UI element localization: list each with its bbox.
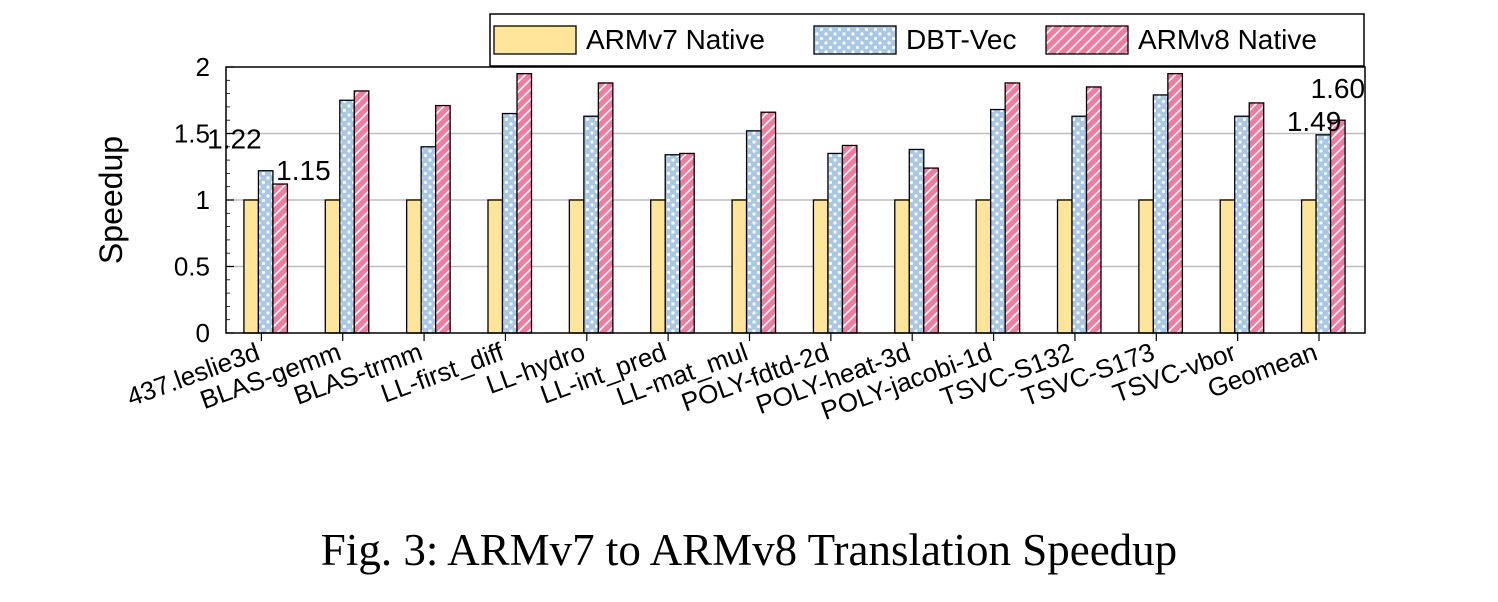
bar-dbt-vec: [1315, 134, 1332, 334]
legend-swatch: [493, 25, 577, 55]
data-label: 1.49: [1287, 106, 1342, 137]
bar-dbt-vec: [1152, 94, 1169, 334]
bar-armv7-native: [1138, 199, 1155, 334]
legend-box: [489, 13, 1365, 67]
bar-armv8-native: [1167, 73, 1184, 334]
bar-armv8-native: [353, 90, 370, 334]
bar-armv8-native: [1248, 102, 1265, 334]
bar-armv7-native: [487, 199, 504, 334]
bar-armv7-native: [243, 199, 260, 334]
legend-swatch: [1045, 25, 1129, 55]
bar-armv8-native: [841, 144, 858, 334]
bar-armv7-native: [568, 199, 585, 334]
bar-dbt-vec: [583, 115, 600, 334]
bar-armv8-native: [516, 73, 533, 334]
bar-armv8-native: [923, 167, 939, 334]
legend: ARMv7 Native DBT-Vec ARMv8 Native: [489, 13, 1365, 67]
y-tick-label: 0.5: [174, 252, 210, 282]
bar-armv7-native: [405, 199, 422, 334]
bar-dbt-vec: [664, 154, 681, 334]
data-labels: 1.22 1.15 1.491.60: [207, 73, 1365, 186]
data-label: 1.15: [276, 155, 331, 186]
figure-caption: Fig. 3: ARMv7 to ARMv8 Translation Speed…: [320, 525, 1178, 575]
legend-label: ARMv7 Native: [586, 24, 765, 55]
bar-armv8-native: [760, 111, 777, 334]
y-tick-label: 1.5: [174, 119, 210, 149]
bar-armv8-native: [1004, 82, 1021, 334]
legend-label: ARMv8 Native: [1138, 24, 1317, 55]
legend-label: DBT-Vec: [906, 24, 1016, 55]
bar-dbt-vec: [339, 99, 355, 334]
x-axis-ticks: 437.leslie3dBLAS-gemmBLAS-trmmLL-first_d…: [123, 333, 1321, 426]
grid-lines: [226, 132, 1365, 268]
bar-armv7-native: [731, 199, 748, 334]
legend-swatch: [813, 25, 897, 55]
bar-armv7-native: [812, 199, 829, 334]
y-tick-label: 1: [196, 185, 210, 215]
bar-armv8-native: [597, 82, 614, 334]
bar-armv8-native: [679, 152, 695, 334]
y-axis-label: Speedup: [93, 136, 129, 264]
bar-armv8-native: [1329, 119, 1346, 334]
bar-dbt-vec: [989, 108, 1006, 334]
bar-dbt-vec: [745, 130, 762, 334]
y-tick-label: 0: [196, 318, 210, 348]
y-axis-ticks: 0 0.5 1 1.5 2: [174, 52, 234, 348]
bar-dbt-vec: [420, 146, 437, 334]
bars: [243, 73, 1346, 334]
bar-dbt-vec: [827, 152, 844, 334]
bar-dbt-vec: [1071, 115, 1088, 334]
y-tick-label: 2: [196, 52, 210, 82]
bar-armv7-native: [1056, 199, 1073, 334]
data-label: 1.60: [1311, 73, 1366, 104]
data-label: 1.22: [207, 124, 262, 155]
bar-armv7-native: [1219, 199, 1236, 334]
bar-armv7-native: [894, 199, 910, 334]
bar-armv7-native: [975, 199, 992, 334]
bar-armv7-native: [650, 199, 666, 334]
bar-armv7-native: [324, 199, 341, 334]
bar-dbt-vec: [257, 170, 274, 334]
bar-armv8-native: [272, 183, 289, 334]
bar-armv8-native: [434, 104, 451, 334]
bar-armv7-native: [1300, 199, 1317, 334]
bar-dbt-vec: [1234, 115, 1250, 334]
bar-armv8-native: [1085, 86, 1102, 334]
bar-dbt-vec: [908, 148, 925, 334]
bar-dbt-vec: [501, 112, 518, 334]
